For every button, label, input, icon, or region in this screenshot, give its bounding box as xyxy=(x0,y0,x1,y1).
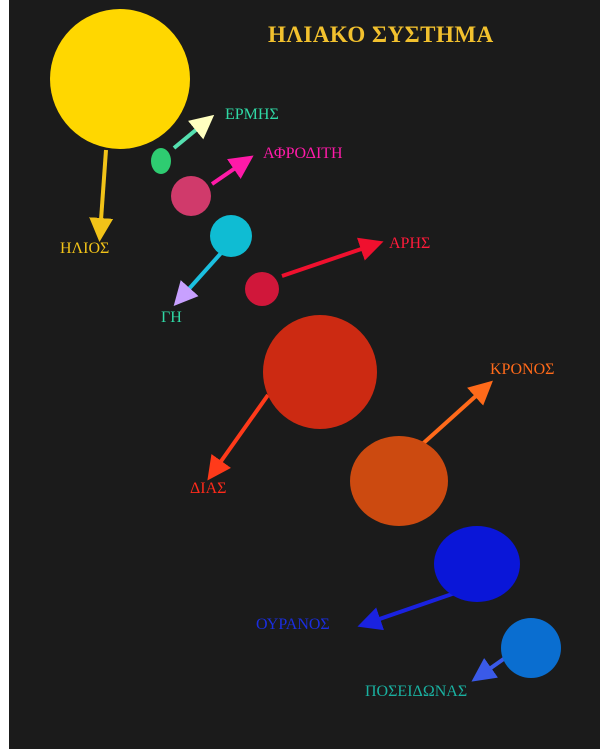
mars-body xyxy=(245,272,279,306)
saturn-body xyxy=(350,436,448,526)
saturn-label: ΚΡΟΝΟΣ xyxy=(490,361,555,378)
neptune-body xyxy=(501,618,561,678)
mercury-arrow xyxy=(172,114,215,150)
earth-arrow xyxy=(173,250,224,306)
neptune-arrow xyxy=(471,656,507,682)
venus-label: ΑΦΡΟΔΙΤΗ xyxy=(263,145,343,162)
neptune-label: ΠΟΣΕΙΔΩΝΑΣ xyxy=(365,683,468,700)
mars-arrow xyxy=(281,237,384,278)
uranus-arrow xyxy=(357,591,456,631)
saturn-arrow xyxy=(416,380,493,450)
earth-label: ΓΗ xyxy=(161,309,182,326)
uranus-label: ΟΥΡΑΝΟΣ xyxy=(256,616,330,633)
sun-body xyxy=(50,9,190,149)
earth-body xyxy=(210,215,252,257)
venus-arrow xyxy=(210,155,254,186)
jupiter-body xyxy=(263,315,377,429)
jupiter-label: ΔΙΑΣ xyxy=(190,480,227,497)
venus-body xyxy=(171,176,211,216)
mars-label: ΑΡΗΣ xyxy=(389,235,431,252)
mercury-body xyxy=(151,148,171,174)
sun-arrow xyxy=(89,149,114,242)
mercury-label: ΕΡΜΗΣ xyxy=(225,106,279,123)
sun-label: ΗΛΙΟΣ xyxy=(60,240,110,257)
jupiter-arrow xyxy=(207,393,270,481)
page-title: ΗΛΙΑΚΟ ΣΥΣΤΗΜΑ xyxy=(268,22,494,47)
uranus-body xyxy=(434,526,520,602)
